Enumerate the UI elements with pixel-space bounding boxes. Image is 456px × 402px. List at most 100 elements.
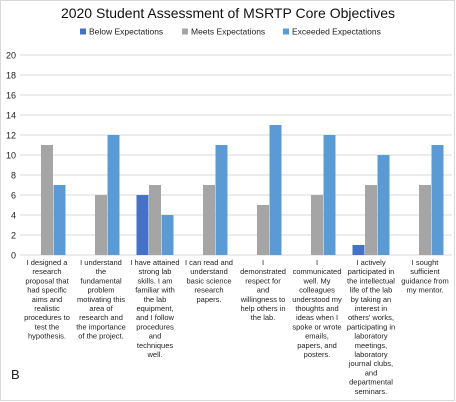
x-category-line: demonstrated (240, 267, 286, 276)
legend-label: Meets Expectations (191, 27, 265, 37)
x-category-line: procedures (136, 322, 174, 331)
x-category-line: research (194, 286, 223, 295)
x-category-line: skills. I am (137, 276, 172, 285)
legend: Below Expectations Meets Expectations Exce… (80, 27, 381, 37)
legend-label: Below Expectations (89, 27, 163, 37)
y-tick-label: 10 (6, 151, 16, 161)
x-category-line: I (316, 258, 318, 267)
x-category-line: well. My (302, 276, 330, 285)
x-category-line: hypothesis. (28, 332, 66, 341)
x-category-line: by taking an (351, 295, 391, 304)
x-category-line: area of (89, 304, 113, 313)
gridlines (20, 54, 452, 256)
x-category-line: research and (79, 313, 123, 322)
x-category-line: laboratory (354, 332, 388, 341)
x-category-line: I can read and (185, 258, 233, 267)
x-category-line: emails, (305, 332, 329, 341)
x-category-line: help others in (240, 304, 285, 313)
x-category-line: spoke or wrote (292, 322, 341, 331)
bar (53, 185, 66, 255)
bar (149, 185, 161, 255)
x-category-label: I actively participated in the intellectua… (347, 258, 395, 396)
x-category-line: guidance from (401, 276, 449, 285)
x-category-line: journal clubs, (348, 359, 393, 368)
bar (352, 245, 365, 255)
x-category-line: I understand (80, 258, 122, 267)
bar (257, 205, 269, 255)
x-category-line: seminars. (355, 387, 388, 396)
x-category-label: I have attained strong lab skills. I am fam… (130, 258, 179, 359)
x-category-line: my mentor. (406, 286, 443, 295)
legend-swatch (80, 28, 86, 35)
y-tick-label: 18 (6, 71, 16, 81)
x-category-line: and (365, 368, 378, 377)
x-category-line: understood my (292, 295, 342, 304)
x-axis-labels: I designed a research proposal that had spe… (24, 258, 449, 396)
x-category-line: colleagues (299, 286, 335, 295)
x-category-line: and (257, 286, 270, 295)
x-category-line: participating in (347, 322, 395, 331)
x-category-line: test the (35, 322, 60, 331)
chart-title: 2020 Student Assessment of MSRTP Core Ob… (61, 5, 395, 21)
x-category-line: posters. (304, 350, 331, 359)
x-category-line: papers, and (297, 341, 337, 350)
x-category-label: I can read and understand basic science res… (185, 258, 233, 304)
legend-item: Exceeded Expectations (283, 27, 381, 37)
bar (269, 125, 282, 255)
legend-item: Meets Expectations (182, 27, 265, 37)
y-axis-ticks: 0 2 4 6 8 10 12 14 16 18 20 (6, 51, 16, 261)
x-category-label: I sought sufficient guidance from my mentor… (401, 258, 449, 295)
x-category-line: well. (146, 350, 162, 359)
y-tick-label: 2 (11, 231, 16, 241)
x-category-line: I have attained (130, 258, 179, 267)
x-category-line: I actively (356, 258, 385, 267)
x-category-line: ideas when I (296, 313, 338, 322)
bar (161, 215, 174, 255)
bar (41, 145, 53, 255)
x-category-line: respect for (245, 276, 281, 285)
bars (41, 125, 444, 255)
bar (107, 135, 120, 255)
legend-swatch (283, 28, 289, 35)
x-category-line: the (96, 267, 106, 276)
x-category-line: the importance (76, 322, 126, 331)
x-category-line: aims and (32, 295, 62, 304)
x-category-line: I (262, 258, 264, 267)
bar (419, 185, 431, 255)
x-category-line: papers. (196, 295, 221, 304)
bar (365, 185, 377, 255)
bar (95, 195, 107, 255)
x-category-line: the intellectual (347, 276, 395, 285)
x-category-line: problem (87, 286, 114, 295)
x-category-line: had specific (27, 286, 67, 295)
x-category-line: motivating this (77, 295, 125, 304)
y-tick-label: 6 (11, 191, 16, 201)
bar (377, 155, 390, 255)
y-tick-label: 16 (6, 91, 16, 101)
x-category-line: the lab (144, 295, 167, 304)
x-category-line: familiar with (135, 286, 175, 295)
y-tick-label: 20 (6, 51, 16, 61)
x-category-line: research (32, 267, 61, 276)
x-category-line: and (149, 332, 162, 341)
x-category-line: understand (190, 267, 228, 276)
x-category-line: the lab. (251, 313, 276, 322)
x-category-line: meetings, (355, 341, 388, 350)
x-category-line: strong lab (139, 267, 172, 276)
x-category-label: I understand the fundamental problem motivat… (76, 258, 126, 341)
x-category-line: of the project. (78, 332, 123, 341)
x-category-line: thoughts and (295, 304, 338, 313)
bar (311, 195, 323, 255)
x-category-label: I designed a research proposal that had spe… (24, 258, 70, 341)
y-tick-label: 4 (11, 211, 16, 221)
x-category-line: participated in (348, 267, 395, 276)
bar (136, 195, 149, 255)
x-category-line: sufficient (410, 267, 440, 276)
x-category-line: willingness to (240, 295, 286, 304)
x-category-line: communicated (293, 267, 342, 276)
y-tick-label: 12 (6, 131, 16, 141)
bar (215, 145, 228, 255)
bar (323, 135, 336, 255)
